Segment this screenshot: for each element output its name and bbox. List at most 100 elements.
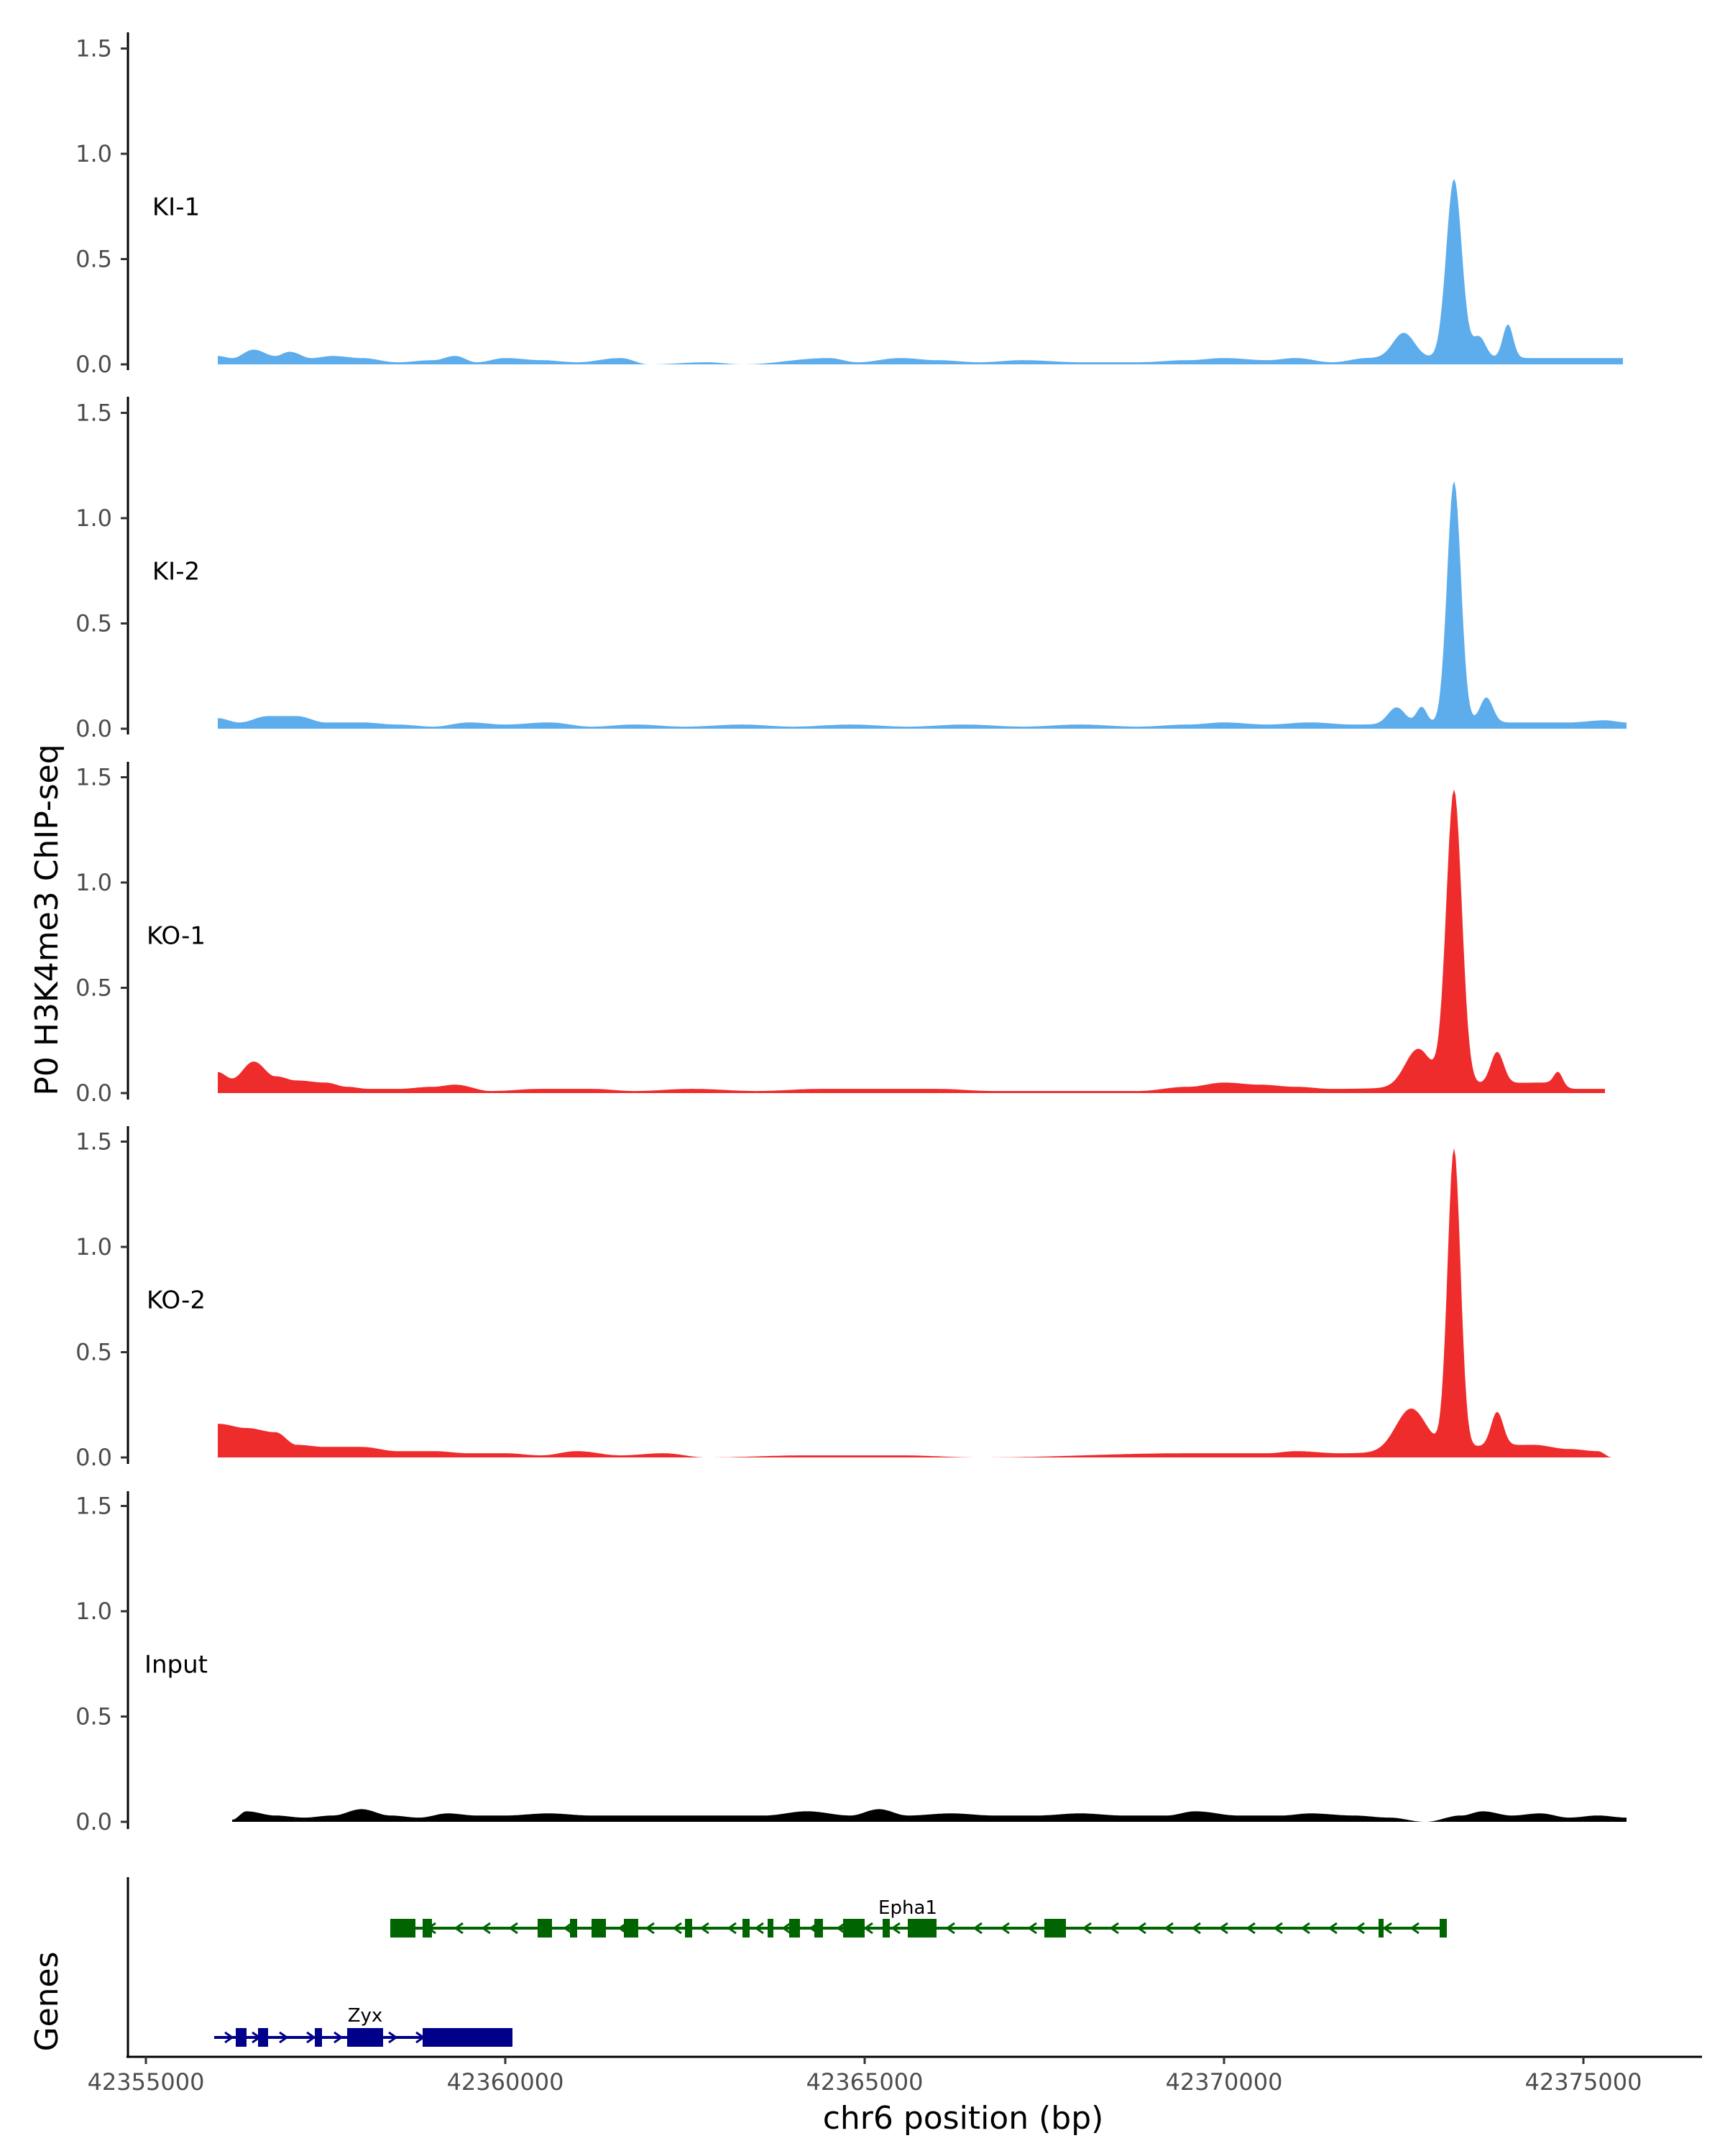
strand-arrow xyxy=(224,2031,234,2044)
exon xyxy=(423,2028,512,2047)
track-label: KI-2 xyxy=(152,557,200,586)
y-tick-label: 0.5 xyxy=(75,975,112,1002)
y-tick-label: 1.5 xyxy=(75,1493,112,1520)
strand-arrow xyxy=(645,1922,655,1935)
exon xyxy=(423,1919,432,1938)
y-tick-label: 0.0 xyxy=(75,715,112,742)
strand-arrow xyxy=(1109,1922,1119,1935)
strand-arrow xyxy=(1355,1922,1365,1935)
x-tick-label: 42370000 xyxy=(1166,2068,1283,2096)
signal-area-input xyxy=(232,1809,1627,1822)
strand-arrow xyxy=(1382,1922,1392,1935)
y-tick-label: 1.0 xyxy=(75,1598,112,1625)
strand-arrow xyxy=(754,1922,764,1935)
track-ki-2: 0.0 0.5 1.0 1.5 KI-2 xyxy=(75,397,1627,742)
strand-arrow xyxy=(727,1922,737,1935)
strand-arrow xyxy=(563,1922,573,1935)
exon xyxy=(236,2028,247,2047)
strand-arrow xyxy=(781,1922,791,1935)
strand-arrow xyxy=(1082,1922,1092,1935)
y-tick-label: 0.0 xyxy=(75,1444,112,1471)
track-label: Input xyxy=(144,1650,208,1679)
strand-arrow xyxy=(972,1922,983,1935)
x-tick-label: 42360000 xyxy=(447,2068,564,2096)
strand-arrow xyxy=(1164,1922,1174,1935)
y-tick-label: 0.0 xyxy=(75,1079,112,1107)
gene-label: Epha1 xyxy=(878,1897,937,1919)
y-tick-label: 0.5 xyxy=(75,610,112,637)
strand-arrow xyxy=(454,1922,464,1935)
strand-arrow xyxy=(1136,1922,1146,1935)
y-tick-label: 1.0 xyxy=(75,869,112,896)
y-tick-label: 1.5 xyxy=(75,400,112,427)
x-tick-label: 42365000 xyxy=(806,2068,924,2096)
strand-arrow xyxy=(1328,1922,1338,1935)
track-label: KO-1 xyxy=(147,921,206,950)
strand-arrow xyxy=(306,2031,316,2044)
strand-arrow xyxy=(1246,1922,1256,1935)
signal-area-ki-2 xyxy=(218,481,1627,729)
signal-area-ki-1 xyxy=(218,179,1623,365)
y-tick-label: 0.5 xyxy=(75,1703,112,1731)
y-tick-label: 0.0 xyxy=(75,351,112,378)
strand-arrow xyxy=(1300,1922,1310,1935)
signal-area-ko-2 xyxy=(218,1148,1612,1457)
strand-arrow xyxy=(672,1922,682,1935)
x-axis: 42355000 42360000 42365000 42370000 42375000 xyxy=(88,2055,1702,2096)
y-tick-label: 1.5 xyxy=(75,1128,112,1156)
strand-arrow xyxy=(1273,1922,1283,1935)
track-ko-2: 0.0 0.5 1.0 1.5 KO-2 xyxy=(75,1126,1612,1471)
strand-arrow xyxy=(279,2031,289,2044)
gene-zyx: Zyx xyxy=(214,2005,512,2047)
y-tick-label: 1.0 xyxy=(75,140,112,167)
strand-arrow xyxy=(508,1922,518,1935)
genes-layer: Epha1 Zyx xyxy=(126,1877,1447,2057)
genes-axis-title: Genes xyxy=(29,1951,65,2051)
strand-arrow xyxy=(1027,1922,1037,1935)
y-axis-title: P0 H3K4me3 ChIP-seq xyxy=(29,744,65,1095)
strand-arrow xyxy=(1191,1922,1201,1935)
strand-arrow xyxy=(1409,1922,1420,1935)
exon xyxy=(789,1919,800,1938)
x-axis-title: chr6 position (bp) xyxy=(823,2100,1104,2137)
gene-label: Zyx xyxy=(348,2005,383,2027)
exon xyxy=(1440,1919,1447,1938)
strand-arrow xyxy=(945,1922,955,1935)
exon xyxy=(347,2028,383,2047)
track-ko-1: 0.0 0.5 1.0 1.5 KO-1 xyxy=(75,762,1605,1107)
x-tick-label: 42375000 xyxy=(1525,2068,1642,2096)
exon xyxy=(768,1919,773,1938)
strand-arrow xyxy=(1218,1922,1228,1935)
exon xyxy=(624,1919,638,1938)
exon xyxy=(538,1919,552,1938)
exon xyxy=(258,2028,268,2047)
signal-area-ko-1 xyxy=(218,789,1605,1093)
exon xyxy=(1379,1919,1384,1938)
exon xyxy=(570,1919,577,1938)
strand-arrow xyxy=(481,1922,491,1935)
track-label: KO-2 xyxy=(147,1286,206,1314)
strand-arrow xyxy=(388,2031,398,2044)
x-tick-label: 42355000 xyxy=(88,2068,205,2096)
exon xyxy=(685,1919,692,1938)
exon xyxy=(883,1919,890,1938)
track-input: 0.0 0.5 1.0 1.5 Input xyxy=(75,1491,1627,1835)
strand-arrow xyxy=(699,1922,709,1935)
exon xyxy=(1044,1919,1066,1938)
exon xyxy=(814,1919,823,1938)
exon xyxy=(843,1919,865,1938)
strand-arrow xyxy=(891,1922,901,1935)
y-tick-label: 0.5 xyxy=(75,246,112,273)
y-tick-label: 1.0 xyxy=(75,1233,112,1261)
strand-arrow xyxy=(334,2031,344,2044)
track-ki-1: 0.0 0.5 1.0 1.5 KI-1 xyxy=(75,32,1623,378)
exon xyxy=(390,1919,415,1938)
exon xyxy=(315,2028,322,2047)
exon xyxy=(742,1919,750,1938)
y-tick-label: 1.5 xyxy=(75,35,112,63)
track-label: KI-1 xyxy=(152,193,200,221)
strand-arrow xyxy=(836,1922,846,1935)
exon xyxy=(908,1919,937,1938)
y-tick-label: 0.5 xyxy=(75,1339,112,1366)
